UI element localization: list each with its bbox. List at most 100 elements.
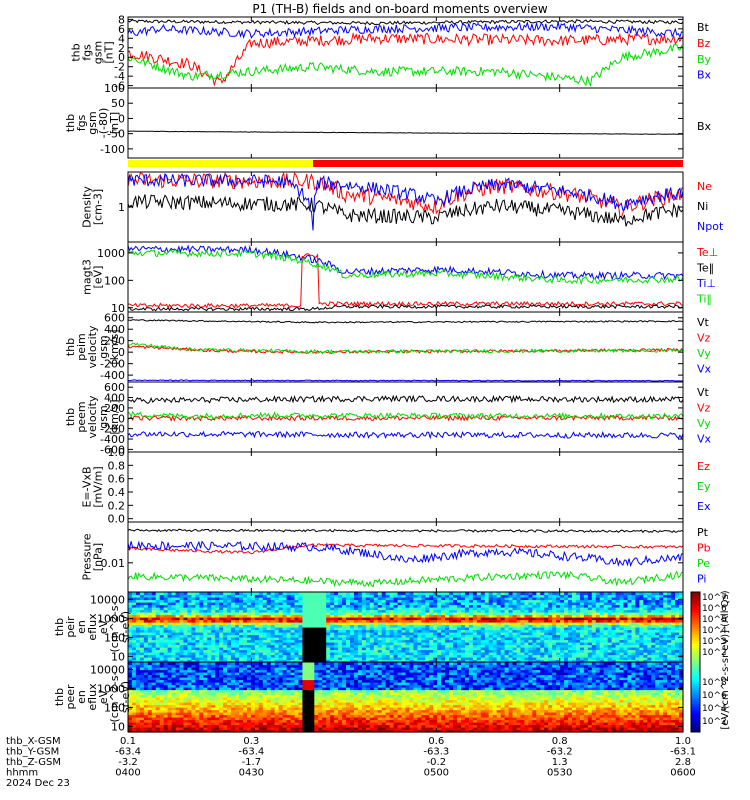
- spectrogram-cell: [227, 614, 232, 618]
- spectrogram-cell: [330, 657, 335, 661]
- spectrogram-cell: [425, 639, 430, 643]
- spectrogram-cell: [338, 612, 343, 616]
- spectrogram-cell: [239, 649, 244, 653]
- spectrogram-cell: [266, 634, 272, 638]
- spectrogram-cell: [163, 634, 169, 638]
- spectrogram-cell: [159, 604, 165, 608]
- spectrogram-cell: [131, 689, 137, 693]
- spectrogram-cell: [175, 677, 181, 681]
- spectrogram-cell: [468, 654, 474, 658]
- spectrogram-cell: [262, 607, 268, 611]
- spectrogram-cell: [135, 602, 141, 606]
- spectrogram-cell: [528, 652, 533, 656]
- spectrogram-cell: [583, 659, 589, 663]
- spectrogram-cell: [461, 629, 466, 633]
- spectrogram-cell: [175, 679, 181, 683]
- spectrogram-cell: [381, 614, 387, 618]
- spectrogram-cell: [603, 647, 609, 651]
- y-axis-label: Pressure: [81, 533, 94, 580]
- spectrogram-cell: [512, 617, 518, 621]
- legend-label: Pt: [697, 526, 709, 539]
- spectrogram-cell: [310, 617, 315, 621]
- spectrogram-cell: [643, 637, 648, 641]
- spectrogram-cell: [587, 624, 593, 628]
- spectrogram-cell: [342, 607, 347, 611]
- spectrogram-cell: [250, 659, 256, 663]
- spectrogram-cell: [330, 599, 335, 603]
- spectrogram-cell: [437, 642, 442, 646]
- spectrogram-cell: [480, 607, 486, 611]
- spectrogram-cell: [627, 629, 633, 633]
- spectrogram-cell: [528, 634, 533, 638]
- spectrogram-cell: [512, 604, 518, 608]
- spectrogram-cell: [147, 624, 153, 628]
- spectrogram-cell: [492, 634, 498, 638]
- spectrogram-cell: [552, 652, 557, 656]
- spectrogram-cell: [242, 647, 248, 651]
- spectrogram-cell: [231, 677, 236, 681]
- spectrogram-cell: [147, 719, 153, 723]
- spectrogram-cell: [575, 592, 581, 596]
- spectrogram-cell: [476, 659, 482, 663]
- spectrogram-cell: [143, 632, 149, 636]
- spectrogram-cell: [258, 632, 264, 636]
- spectrogram-cell: [135, 592, 141, 596]
- spectrogram-cell: [607, 659, 613, 663]
- spectrogram-cell: [675, 647, 680, 651]
- spectrogram-cell: [647, 599, 652, 603]
- spectrogram-cell: [199, 599, 204, 603]
- spectrogram-cell: [219, 604, 224, 608]
- spectrogram-cell: [306, 657, 311, 661]
- spectrogram-cell: [310, 609, 315, 613]
- spectrogram-cell: [191, 657, 196, 661]
- spectrogram-cell: [282, 652, 288, 656]
- spectrogram-cell: [346, 599, 351, 603]
- spectrogram-cell: [397, 599, 403, 603]
- spectrogram-cell: [655, 632, 660, 636]
- spectrogram-cell: [603, 604, 609, 608]
- spectrogram-cell: [560, 597, 565, 601]
- spectrogram-cell: [635, 644, 640, 648]
- spectrogram-cell: [572, 657, 577, 661]
- spectrogram-cell: [587, 612, 593, 616]
- spectrogram-cell: [500, 659, 506, 663]
- spectrogram-cell: [556, 654, 561, 658]
- spectrogram-cell: [405, 614, 411, 618]
- spectrogram-cell: [179, 657, 185, 661]
- spectrogram-cell: [262, 614, 268, 618]
- spectrogram-cell: [429, 624, 434, 628]
- spectrogram-cell: [302, 627, 307, 631]
- spectrogram-cell: [667, 624, 672, 628]
- spectrogram-cell: [679, 604, 684, 608]
- spectrogram-cell: [326, 617, 331, 621]
- spectrogram-cell: [449, 602, 454, 606]
- spectrogram-cell: [203, 664, 208, 668]
- spectrogram-cell: [211, 609, 216, 613]
- spectrogram-cell: [231, 649, 236, 653]
- spectrogram-cell: [361, 604, 367, 608]
- spectrogram-cell: [536, 642, 541, 646]
- spectrogram-cell: [250, 649, 256, 653]
- spectrogram-cell: [532, 644, 537, 648]
- spectrogram-cell: [572, 652, 577, 656]
- spectrogram-cell: [663, 622, 668, 626]
- spectrogram-cell: [595, 649, 601, 653]
- spectrogram-cell: [373, 644, 379, 648]
- spectrogram-cell: [215, 684, 220, 688]
- spectrogram-cell: [167, 727, 173, 731]
- spectrogram-cell: [215, 664, 220, 668]
- spectrogram-cell: [568, 629, 573, 633]
- spectrogram-cell: [330, 629, 335, 633]
- spectrogram-cell: [223, 679, 228, 683]
- spectrogram-cell: [223, 704, 228, 708]
- spectrogram-cell: [195, 674, 200, 678]
- spectrogram-cell: [560, 617, 565, 621]
- spectrogram-cell: [357, 652, 363, 656]
- spectrogram-cell: [175, 599, 181, 603]
- spectrogram-cell: [290, 602, 296, 606]
- spectrogram-cell: [195, 702, 200, 706]
- spectrogram-cell: [524, 632, 529, 636]
- spectrogram-cell: [282, 642, 288, 646]
- spectrogram-cell: [139, 639, 145, 643]
- spectrogram-cell: [183, 609, 189, 613]
